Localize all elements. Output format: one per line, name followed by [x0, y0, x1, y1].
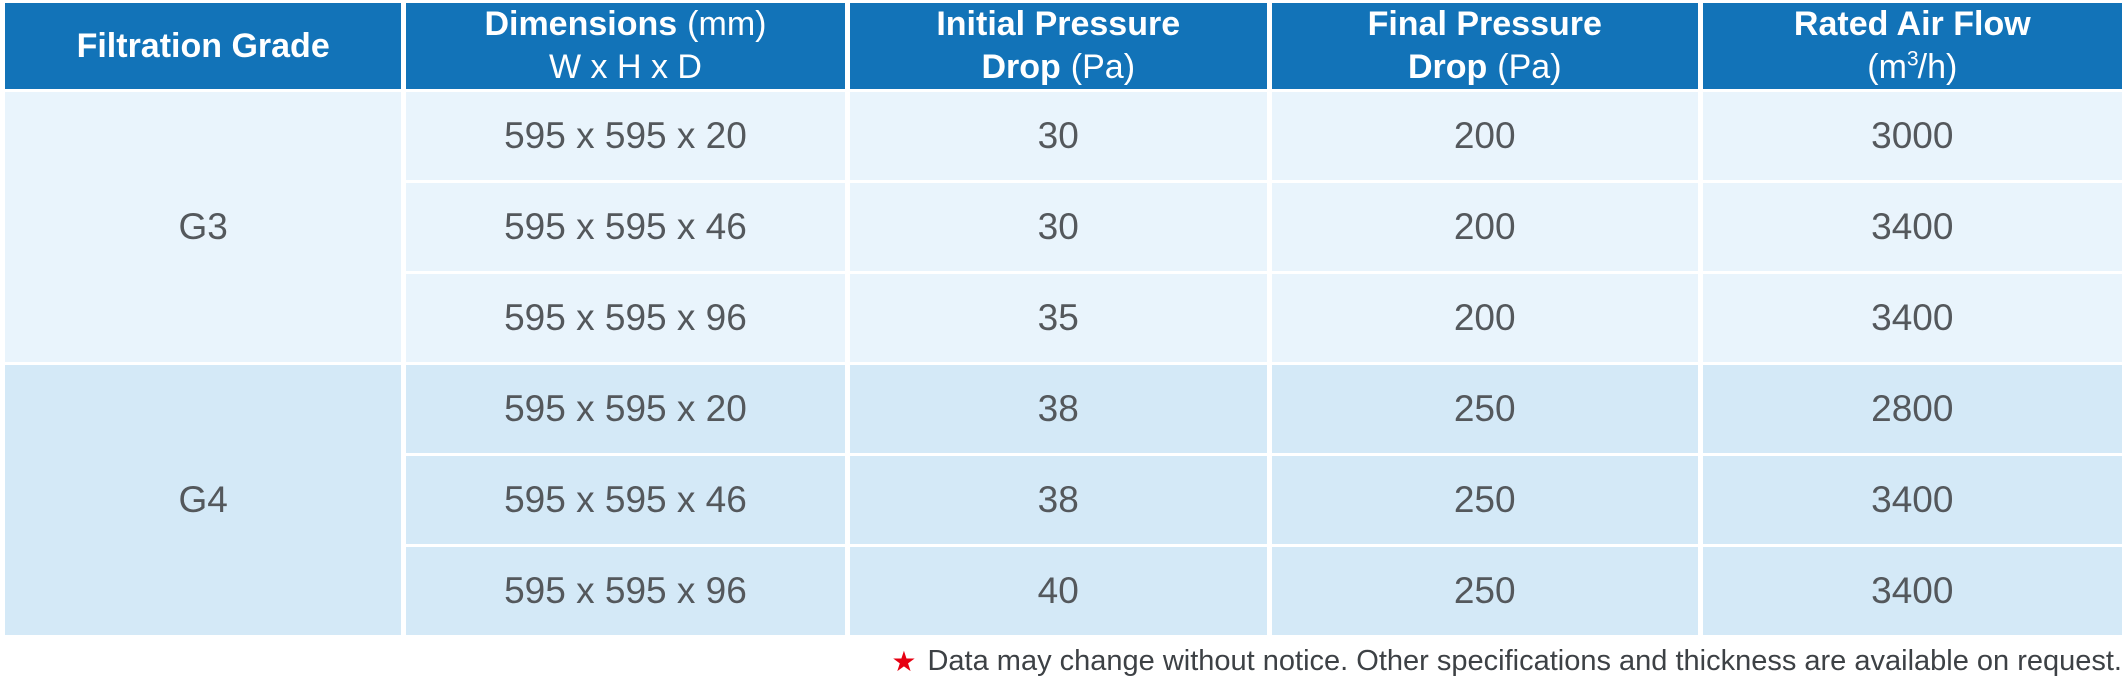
header-unit: (Pa)	[1497, 48, 1562, 86]
table-row: 595 x 595 x 96 35 200 3400	[5, 274, 2122, 362]
footnote-text: Data may change without notice. Other sp…	[927, 644, 2122, 677]
cell-final-pressure: 200	[1271, 183, 1698, 271]
footnote: ★ Data may change without notice. Other …	[0, 638, 2127, 684]
header-sublabel: W x H x D	[548, 48, 702, 86]
star-icon: ★	[891, 645, 917, 677]
grade-cell-g4: G4	[5, 365, 402, 635]
cell-rated-air-flow: 2800	[1702, 365, 2122, 453]
cell-dimensions: 595 x 595 x 96	[406, 547, 845, 635]
cell-dimensions: 595 x 595 x 46	[406, 183, 845, 271]
cell-rated-air-flow: 3400	[1702, 456, 2122, 544]
header-label: Final Pressure	[1367, 5, 1602, 44]
header-final-pressure-drop: Final Pressure Drop (Pa)	[1271, 3, 1698, 89]
header-label: Initial Pressure	[936, 5, 1181, 44]
cell-final-pressure: 250	[1271, 456, 1698, 544]
header-label: Drop	[1407, 48, 1488, 86]
table-body: G3 595 x 595 x 20 30 200 3000 595 x 595 …	[5, 92, 2122, 635]
header-row: Filtration Grade Dimensions (mm) W x H x …	[5, 3, 2122, 89]
cell-initial-pressure: 30	[849, 92, 1267, 180]
cell-rated-air-flow: 3000	[1702, 92, 2122, 180]
table-row: G4 595 x 595 x 20 38 250 2800	[5, 365, 2122, 635]
cell-final-pressure: 200	[1271, 92, 1698, 180]
header-unit: (mm)	[687, 5, 767, 44]
header-unit: (Pa)	[1070, 48, 1136, 86]
cell-rated-air-flow: 3400	[1702, 547, 2122, 635]
cell-initial-pressure: 38	[849, 365, 1267, 453]
header-unit: (m3/h)	[1867, 47, 1958, 86]
cell-dimensions: 595 x 595 x 46	[406, 456, 845, 544]
table-row: G3 595 x 595 x 20 30 200 3000	[5, 92, 2122, 362]
header-label: Rated Air Flow	[1793, 5, 2031, 44]
table-header: Filtration Grade Dimensions (mm) W x H x …	[5, 3, 2122, 89]
cell-dimensions: 595 x 595 x 20	[406, 365, 845, 453]
filter-spec-table: Filtration Grade Dimensions (mm) W x H x …	[5, 3, 2122, 635]
table-row: 595 x 595 x 46 38 250 3400	[5, 456, 2122, 544]
header-label: Dimensions	[484, 5, 678, 44]
cell-dimensions: 595 x 595 x 96	[406, 274, 845, 362]
cell-rated-air-flow: 3400	[1702, 274, 2122, 362]
header-rated-air-flow: Rated Air Flow (m3/h)	[1702, 3, 2122, 89]
header-label: Filtration Grade	[76, 26, 330, 65]
cell-initial-pressure: 40	[849, 547, 1267, 635]
cell-rated-air-flow: 3400	[1702, 183, 2122, 271]
cell-initial-pressure: 38	[849, 456, 1267, 544]
cell-initial-pressure: 35	[849, 274, 1267, 362]
header-label: Drop	[981, 48, 1061, 86]
cell-final-pressure: 200	[1271, 274, 1698, 362]
cell-final-pressure: 250	[1271, 365, 1698, 453]
table-row: 595 x 595 x 96 40 250 3400	[5, 547, 2122, 635]
table-row: 595 x 595 x 46 30 200 3400	[5, 183, 2122, 271]
header-initial-pressure-drop: Initial Pressure Drop (Pa)	[849, 3, 1267, 89]
header-filtration-grade: Filtration Grade	[5, 3, 402, 89]
cell-initial-pressure: 30	[849, 183, 1267, 271]
cell-final-pressure: 250	[1271, 547, 1698, 635]
grade-cell-g3: G3	[5, 92, 402, 362]
header-dimensions: Dimensions (mm) W x H x D	[406, 3, 845, 89]
superscript-3: 3	[1906, 47, 1919, 71]
cell-dimensions: 595 x 595 x 20	[406, 92, 845, 180]
